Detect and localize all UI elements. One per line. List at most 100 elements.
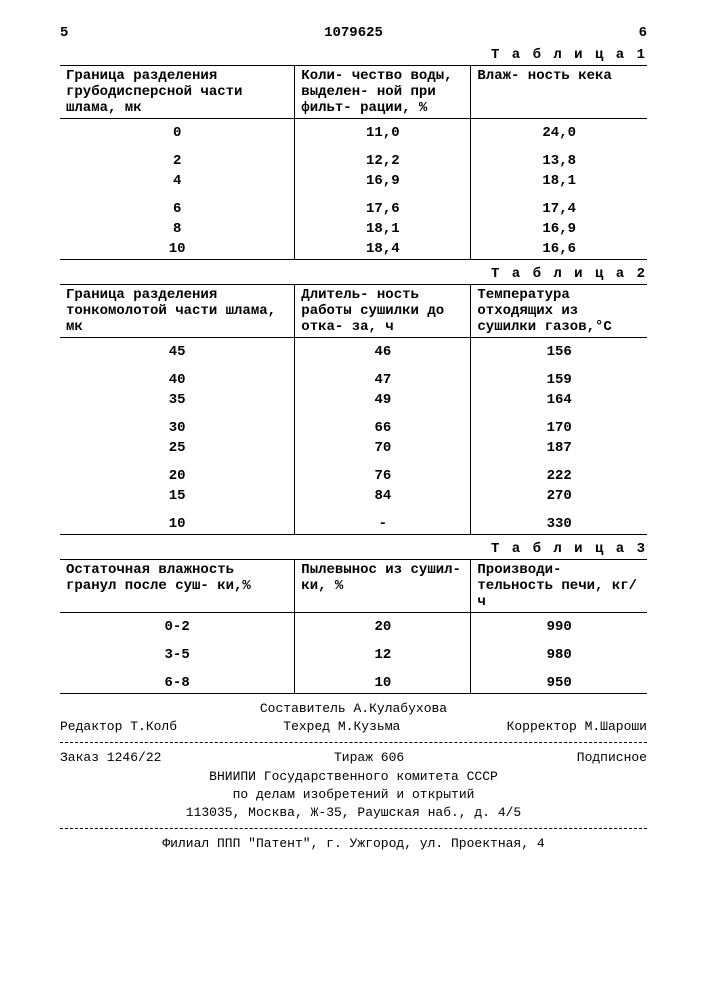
table-row: 3549164	[60, 390, 647, 410]
table-cell: 76	[295, 458, 471, 486]
org2: по делам изобретений и открытий	[60, 786, 647, 804]
table-cell: 0	[60, 119, 295, 144]
doc-number: 1079625	[68, 25, 638, 41]
table-cell: 6-8	[60, 665, 295, 694]
table-cell: 10	[60, 506, 295, 535]
table-cell: 30	[60, 410, 295, 438]
table-row: 10-330	[60, 506, 647, 535]
table3-header3: Производи- тельность печи, кг/ч	[471, 560, 647, 613]
table-row: 4047159	[60, 362, 647, 390]
table-cell: 990	[471, 613, 647, 638]
page-left: 5	[60, 25, 68, 41]
table-cell: 16,9	[471, 219, 647, 239]
table-cell: 35	[60, 390, 295, 410]
table2: Граница разделения тонкомолотой части шл…	[60, 284, 647, 535]
org1: ВНИИПИ Государственного комитета СССР	[60, 768, 647, 786]
table3-header2: Пылевынос из сушил- ки, %	[295, 560, 471, 613]
table-cell: 47	[295, 362, 471, 390]
table2-header2: Длитель- ность работы сушилки до отка- з…	[295, 285, 471, 338]
table1-header1: Граница разделения грубодисперсной части…	[60, 66, 295, 119]
table-cell: 70	[295, 438, 471, 458]
table-row: 3-512980	[60, 637, 647, 665]
table-cell: 49	[295, 390, 471, 410]
table-cell: 15	[60, 486, 295, 506]
header-row: 5 1079625 6	[60, 25, 647, 41]
order: Заказ 1246/22	[60, 749, 161, 767]
table-cell: 270	[471, 486, 647, 506]
table-cell: 4	[60, 171, 295, 191]
table-cell: 20	[295, 613, 471, 638]
table-cell: 18,1	[295, 219, 471, 239]
table1-title: Т а б л и ц а 1	[60, 47, 647, 63]
table3-body: 0-2209903-5129806-810950	[60, 613, 647, 694]
table2-title: Т а б л и ц а 2	[60, 266, 647, 282]
table-cell: 13,8	[471, 143, 647, 171]
page: 5 1079625 6 Т а б л и ц а 1 Граница разд…	[0, 0, 707, 853]
table2-header1: Граница разделения тонкомолотой части шл…	[60, 285, 295, 338]
table-cell: 6	[60, 191, 295, 219]
table-row: 3066170	[60, 410, 647, 438]
editor: Редактор Т.Колб	[60, 718, 177, 736]
table-row: 416,918,1	[60, 171, 647, 191]
table-cell: 156	[471, 338, 647, 363]
table-cell: 46	[295, 338, 471, 363]
table-cell: 84	[295, 486, 471, 506]
table-cell: 18,4	[295, 239, 471, 260]
table-row: 4546156	[60, 338, 647, 363]
table-cell: 16,9	[295, 171, 471, 191]
table1-body: 011,024,0212,213,8416,918,1617,617,4818,…	[60, 119, 647, 260]
table-cell: 10	[60, 239, 295, 260]
table1-header3: Влаж- ность кека	[471, 66, 647, 119]
table-cell: 12,2	[295, 143, 471, 171]
table-row: 212,213,8	[60, 143, 647, 171]
table-cell: 25	[60, 438, 295, 458]
table-cell: 18,1	[471, 171, 647, 191]
compiler: Составитель А.Кулабухова	[60, 700, 647, 718]
page-right: 6	[639, 25, 647, 41]
table-row: 2570187	[60, 438, 647, 458]
table-cell: 24,0	[471, 119, 647, 144]
table-cell: 11,0	[295, 119, 471, 144]
table1-header2: Коли- чество воды, выделен- ной при филь…	[295, 66, 471, 119]
table-row: 818,116,9	[60, 219, 647, 239]
footer-block: Составитель А.Кулабухова Редактор Т.Колб…	[60, 700, 647, 853]
table-cell: 16,6	[471, 239, 647, 260]
addr1: 113035, Москва, Ж-35, Раушская наб., д. …	[60, 804, 647, 822]
table-row: 0-220990	[60, 613, 647, 638]
table-cell: 17,6	[295, 191, 471, 219]
table-cell: 40	[60, 362, 295, 390]
table-row: 011,024,0	[60, 119, 647, 144]
table-row: 1018,416,6	[60, 239, 647, 260]
table-row: 617,617,4	[60, 191, 647, 219]
table-cell: 164	[471, 390, 647, 410]
table-cell: 187	[471, 438, 647, 458]
table3-title: Т а б л и ц а 3	[60, 541, 647, 557]
table-row: 2076222	[60, 458, 647, 486]
table-cell: 45	[60, 338, 295, 363]
table-cell: 330	[471, 506, 647, 535]
table3: Остаточная влажность гранул после суш- к…	[60, 559, 647, 694]
corrector: Корректор М.Шароши	[507, 718, 647, 736]
table2-body: 4546156404715935491643066170257018720762…	[60, 338, 647, 535]
table-cell: 159	[471, 362, 647, 390]
table-cell: 20	[60, 458, 295, 486]
table1: Граница разделения грубодисперсной части…	[60, 65, 647, 260]
table-cell: 12	[295, 637, 471, 665]
table-cell: 222	[471, 458, 647, 486]
table-row: 1584270	[60, 486, 647, 506]
table-cell: 10	[295, 665, 471, 694]
table-cell: 0-2	[60, 613, 295, 638]
table-cell: 17,4	[471, 191, 647, 219]
table-row: 6-810950	[60, 665, 647, 694]
table2-header3: Температура отходящих из сушилки газов,°…	[471, 285, 647, 338]
table-cell: 3-5	[60, 637, 295, 665]
table-cell: 170	[471, 410, 647, 438]
tech: Техред М.Кузьма	[283, 718, 400, 736]
table-cell: -	[295, 506, 471, 535]
subscribe: Подписное	[577, 749, 647, 767]
tirazh: Тираж 606	[334, 749, 404, 767]
table3-header1: Остаточная влажность гранул после суш- к…	[60, 560, 295, 613]
table-cell: 66	[295, 410, 471, 438]
table-cell: 8	[60, 219, 295, 239]
table-cell: 950	[471, 665, 647, 694]
